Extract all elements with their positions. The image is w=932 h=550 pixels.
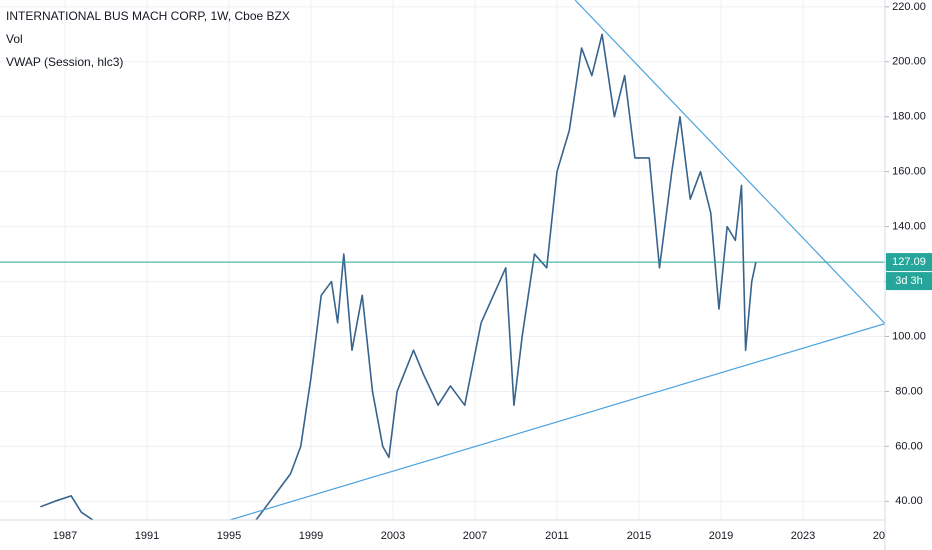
price-line [40, 33, 757, 520]
x-tick-label: 2019 [709, 530, 733, 542]
x-tick-label: 1987 [53, 530, 77, 542]
countdown-badge [886, 272, 932, 291]
last-price-label: 127.09 [892, 256, 926, 268]
trend-line [574, 0, 885, 325]
y-tick-label: 140.00 [892, 221, 926, 233]
y-tick-label: 80.00 [895, 385, 923, 397]
y-tick-label: 160.00 [892, 166, 926, 178]
x-axis: 1987 1991 1995 1999 2003 2007 2011 2015 2019 2023… [0, 519, 932, 542]
y-tick-label: 220.00 [892, 1, 926, 13]
x-tick-label: 2007 [463, 530, 487, 542]
indicator-label: Vol [6, 32, 23, 46]
y-tick-label: 40.00 [895, 495, 923, 507]
x-tick-label: 1995 [217, 530, 241, 542]
grid [0, 0, 886, 520]
x-tick-label: 1991 [135, 530, 159, 542]
countdown-label: 3d 3h [895, 275, 923, 287]
x-tick-label: 2011 [545, 530, 569, 542]
indicator-label: VWAP (Session, hlc3) [6, 55, 123, 69]
plot-area [0, 0, 885, 520]
y-tick-label: 100.00 [892, 330, 926, 342]
trend-line [229, 323, 885, 520]
chart-title: INTERNATIONAL BUS MACH CORP, 1W, Cboe BZ… [6, 9, 290, 23]
x-tick-label: 2003 [381, 530, 405, 542]
y-tick-label: 200.00 [892, 56, 926, 68]
y-axis: 40.0060.0080.00100.00120.00140.00160.001… [884, 0, 932, 550]
x-tick-label: 2023 [791, 530, 815, 542]
last-price-badge [886, 253, 932, 272]
y-tick-label: 180.00 [892, 111, 926, 123]
x-tick-label: 1999 [299, 530, 323, 542]
y-tick-label: 60.00 [895, 440, 923, 452]
x-tick-label: 2015 [627, 530, 651, 542]
